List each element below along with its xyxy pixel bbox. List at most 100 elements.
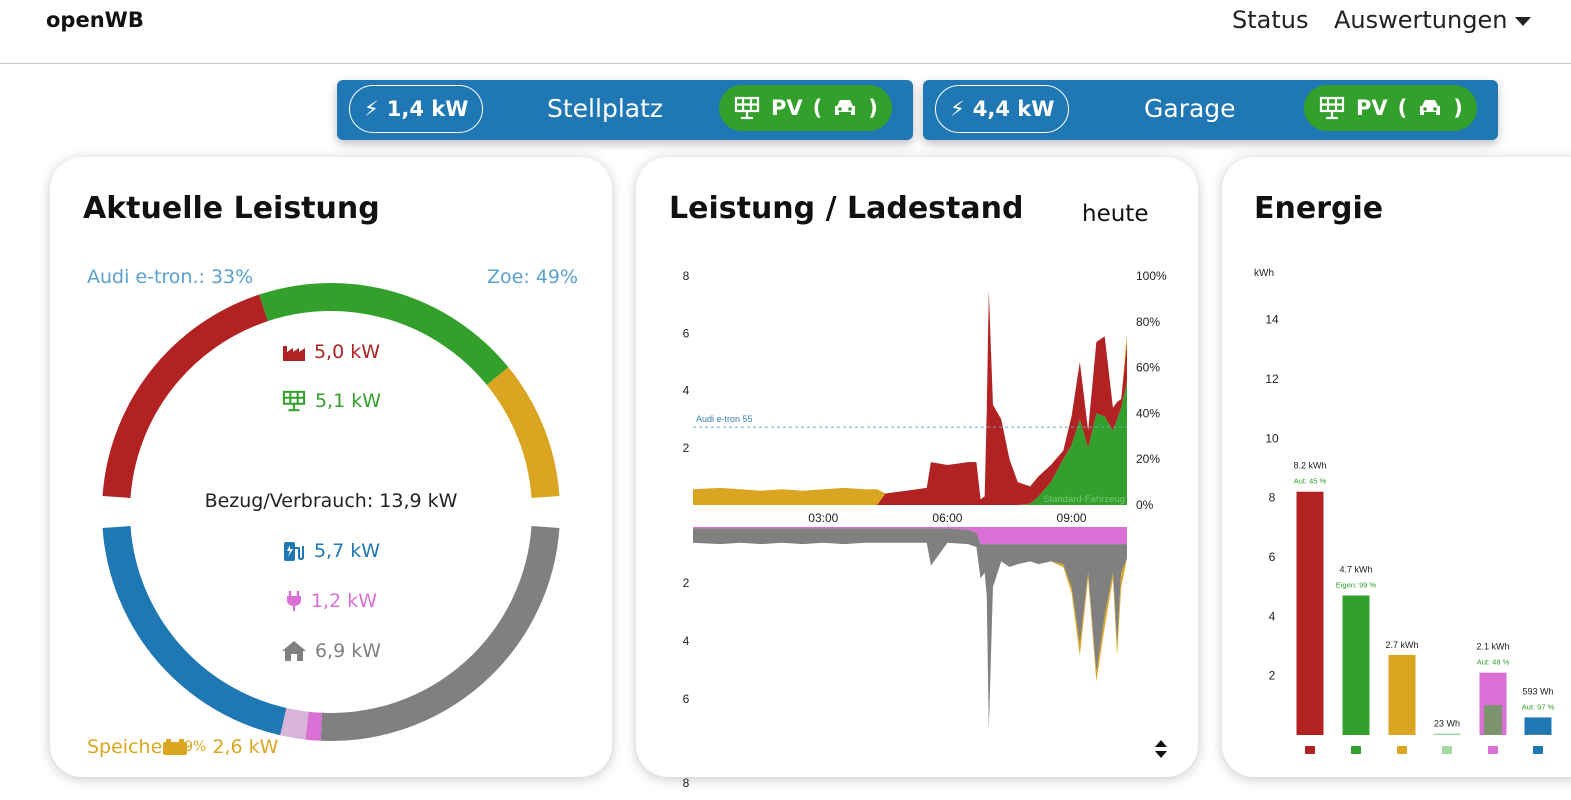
y-tick-top: 8 [683,269,690,283]
y-tick-top: 6 [683,326,690,340]
chargepoint-garage[interactable]: ⚡ 4,4 kW Garage PV ( ) [923,80,1498,140]
y-tick-label: 2 [1269,669,1276,683]
grid-power: 5,0 kW [313,341,381,363]
y-tick-right: 20% [1136,452,1160,466]
y-axis-unit: kWh [1254,268,1274,279]
x-tick-label: 09:00 [1057,511,1087,525]
solar-panel-icon [282,390,306,412]
category-icon-pv [1351,746,1361,754]
chargepoint-stellplatz[interactable]: ⚡ 1,4 kW Stellplatz PV ( ) [337,80,913,140]
bar-charging [1524,717,1552,735]
house-power: 6,9 kW [314,640,382,662]
power-card: Aktuelle Leistung [50,157,612,777]
y-tick-right: 0% [1136,498,1154,512]
y-tick-top: 4 [683,384,690,398]
y-tick-right: 60% [1136,361,1160,375]
sort-icon[interactable] [1153,739,1169,759]
donut-segment-pv [259,283,509,386]
battery-power: 2,6 kW [212,736,279,758]
power-bottom-area-house [693,528,1127,731]
bar-sub-label: Aut: 45 % [1294,477,1327,486]
donut-segment-house [320,525,560,741]
y-tick-label: 6 [1269,550,1276,564]
y-tick-label: 12 [1265,372,1279,386]
category-icon-grid [1305,746,1315,754]
car-icon [835,100,856,115]
soc-area-label: Standard-Fahrzeug [1043,494,1125,505]
chargepoint-power-badge: ⚡ 1,4 kW [349,85,484,133]
donut-segment-devices [305,711,323,741]
chargepoint-name: Garage [1144,94,1236,123]
bar-value-label: 8.2 kWh [1293,461,1326,471]
pv-power-line: 5,1 kW [0,390,662,412]
pv-power: 5,1 kW [314,390,382,412]
bolt-icon: ⚡ [950,97,965,121]
category-icon-charging [1533,746,1543,754]
range-selector[interactable]: heute [1082,201,1149,227]
bar-sub-label: Aut: 48 % [1477,658,1510,667]
bolt-icon: ⚡ [364,97,379,121]
bar-export [1433,733,1461,735]
y-tick-bottom: 6 [683,692,690,706]
battery-line: Speicher 9% 2,6 kW [87,736,278,758]
car-icon [1420,100,1441,115]
y-tick-label: 14 [1265,313,1279,327]
bar-value-label: 2.7 kWh [1385,640,1418,650]
grid-power-line: 5,0 kW [0,341,662,363]
brand-logo[interactable]: openWB [46,8,144,32]
nav-status[interactable]: Status [1232,6,1309,34]
card-title: Energie [1254,191,1384,226]
bar-value-label: 2.1 kWh [1476,642,1509,652]
category-icon-devices [1488,746,1498,754]
navbar: openWB Status Auswertungen [0,0,1571,64]
nav-auswertungen[interactable]: Auswertungen [1334,6,1532,34]
charging-power: 5,7 kW [313,540,381,562]
charging-station-icon [283,542,304,561]
bar-grid [1296,491,1324,735]
y-tick-bottom: 2 [683,576,690,590]
soc-right: Zoe: 49% [487,266,579,288]
y-tick-right: 40% [1136,406,1160,420]
charge-mode-button[interactable]: PV ( ) [719,85,892,131]
donut-segment-devices_light [280,707,309,740]
factory-icon [282,346,305,361]
charge-mode-label: PV [771,96,803,120]
soc-line-label: Audi e-tron 55 [696,414,753,424]
bar-value-label: 23 Wh [1434,719,1460,729]
y-tick-label: 10 [1265,431,1279,445]
paren-open: ( [812,96,823,120]
x-tick-label: 06:00 [932,511,962,525]
nav-auswertungen-label: Auswertungen [1334,6,1508,34]
bar-sub-label: Eigen: 99 % [1336,581,1377,590]
bar-value-label: 4.7 kWh [1339,565,1372,575]
chargepoint-power: 4,4 kW [972,97,1055,121]
bar-battery [1388,654,1416,735]
donut-segment-battery [486,367,560,499]
caret-down-icon [1515,16,1532,26]
paren-close: ) [1453,96,1463,120]
y-tick-label: 4 [1269,609,1276,623]
charging-power-line: 5,7 kW [0,540,662,562]
charge-mode-label: PV [1356,96,1388,120]
donut-segment-charging [102,525,287,736]
devices-power: 1,2 kW [310,590,378,612]
bar-autarky-charging [1529,734,1547,735]
bar-autarky-devices [1484,705,1502,735]
y-tick-bottom: 8 [683,776,690,790]
chargepoint-name: Stellplatz [547,94,664,123]
y-tick-right: 100% [1136,269,1167,283]
plug-icon [286,591,301,611]
card-title: Aktuelle Leistung [83,191,380,226]
donut-segment-grid [102,294,269,499]
y-tick-top: 2 [683,441,690,455]
bar-pv [1342,595,1370,735]
solar-panel-icon [734,96,760,120]
power-bottom-area-devices [693,527,1127,545]
y-tick-right: 80% [1136,315,1160,329]
power-top-area-pv [693,382,1127,505]
charge-mode-button[interactable]: PV ( ) [1304,85,1477,131]
solar-panel-icon [1319,96,1345,120]
bar-value-label: 593 Wh [1522,686,1553,696]
power-bottom-area-battery [693,542,1127,731]
